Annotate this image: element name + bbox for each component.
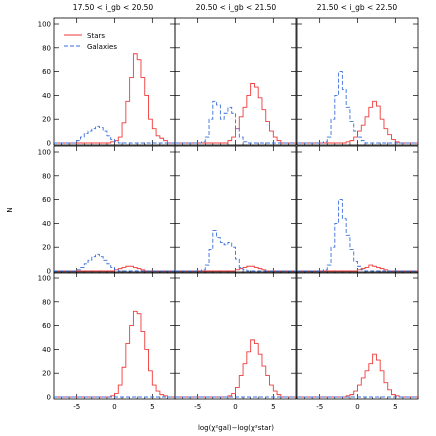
x-tick-label: 5	[393, 403, 397, 411]
x-tick-label: 0	[355, 403, 359, 411]
y-tick-label: 0	[47, 140, 51, 148]
y-tick-label: 20	[42, 244, 51, 252]
panel-frame	[296, 145, 419, 274]
panel-r0-c1	[174, 17, 297, 146]
panel-frame	[53, 17, 176, 146]
panel-frame	[53, 145, 176, 274]
y-tick-label: 60	[42, 322, 51, 330]
y-tick-label: 80	[42, 172, 51, 180]
legend-stars-label: Stars	[87, 32, 105, 40]
histogram-stars	[54, 53, 175, 144]
histogram-stars	[175, 339, 296, 398]
y-tick-label: 100	[38, 149, 51, 157]
y-tick-label: 20	[42, 370, 51, 378]
panel-r2-c2: -5 0 5	[296, 271, 419, 411]
y-tick-label: 20	[42, 116, 51, 124]
panel-r2-c0: 0 20 40 60 80 100 -5 0 5	[38, 271, 176, 411]
panel-frame	[296, 17, 419, 146]
panel-r1-c2	[296, 145, 419, 274]
histogram-galaxies	[175, 230, 296, 272]
column-title-3: 21.50 < i_gb < 22.50	[317, 3, 398, 12]
y-tick-label: 60	[42, 68, 51, 76]
panel-frame	[53, 271, 176, 400]
legend-galaxies-label: Galaxies	[87, 43, 117, 51]
histogram-galaxies	[175, 100, 296, 144]
column-title-1: 17.50 < i_gb < 20.50	[73, 3, 154, 12]
y-tick-label: 40	[42, 346, 51, 354]
histogram-stars	[175, 83, 296, 144]
panel-r1-c1	[174, 145, 297, 274]
y-tick-label: 60	[42, 196, 51, 204]
histogram-galaxies	[297, 199, 418, 272]
histogram-galaxies	[297, 71, 418, 144]
column-title-2: 20.50 < i_gb < 21.50	[196, 3, 277, 12]
histogram-stars	[54, 310, 175, 398]
y-axis-label: N	[6, 207, 14, 212]
y-tick-label: 80	[42, 44, 51, 52]
panel-frame	[296, 271, 419, 400]
x-tick-label: 5	[150, 403, 154, 411]
y-tick-label: 100	[38, 275, 51, 283]
panel-r1-c0: 0 20 40 60 80 100	[38, 145, 176, 276]
y-tick-label: 80	[42, 298, 51, 306]
y-tick-label: 0	[47, 268, 51, 276]
x-tick-label: 5	[271, 403, 275, 411]
y-tick-label: 0	[47, 394, 51, 402]
panel-frame	[174, 271, 297, 400]
panel-r0-c2	[296, 17, 419, 146]
histogram-galaxies	[54, 253, 175, 272]
histogram-galaxies	[54, 125, 175, 144]
x-tick-label: 0	[233, 403, 237, 411]
y-tick-label: 40	[42, 220, 51, 228]
x-axis-label: log(χ²gal)−log(χ²star)	[198, 424, 274, 432]
x-tick-label: -5	[73, 403, 80, 411]
x-tick-label: -5	[194, 403, 201, 411]
x-tick-label: -5	[316, 403, 323, 411]
panel-r0-c0: 0 20 40 60 80 100	[38, 17, 176, 148]
y-tick-label: 40	[42, 92, 51, 100]
y-tick-label: 100	[38, 21, 51, 29]
histogram-stars	[297, 353, 418, 398]
panel-r2-c1: -5 0 5	[174, 271, 297, 411]
legend: Stars Galaxies	[64, 32, 117, 51]
x-tick-label: 0	[112, 403, 116, 411]
histogram-stars	[297, 100, 418, 144]
